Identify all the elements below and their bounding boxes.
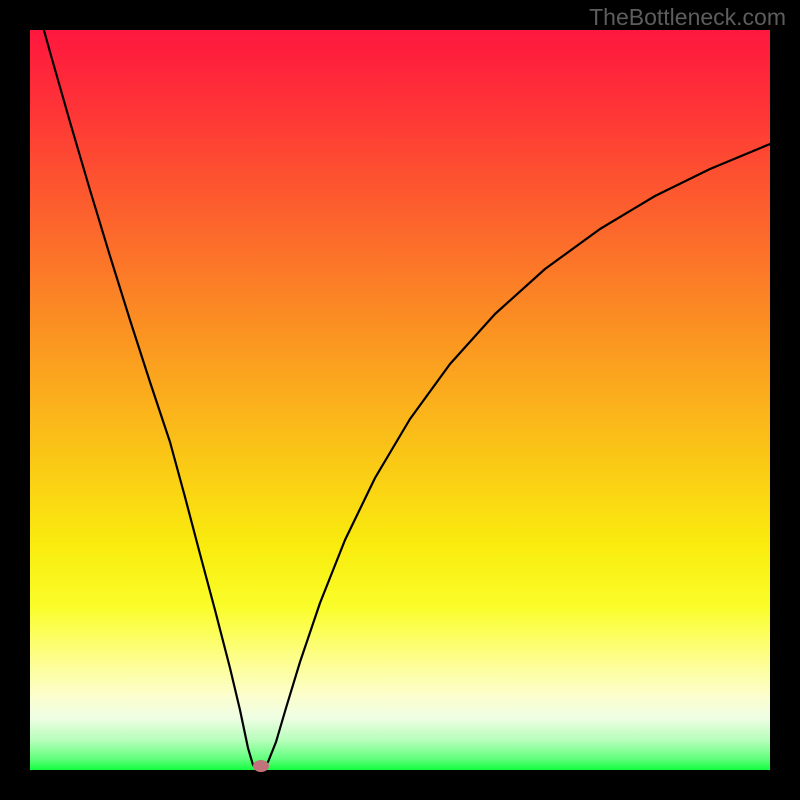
minimum-marker (253, 760, 269, 772)
bottleneck-chart (0, 0, 800, 800)
chart-background (30, 30, 770, 770)
watermark-text: TheBottleneck.com (589, 4, 786, 31)
